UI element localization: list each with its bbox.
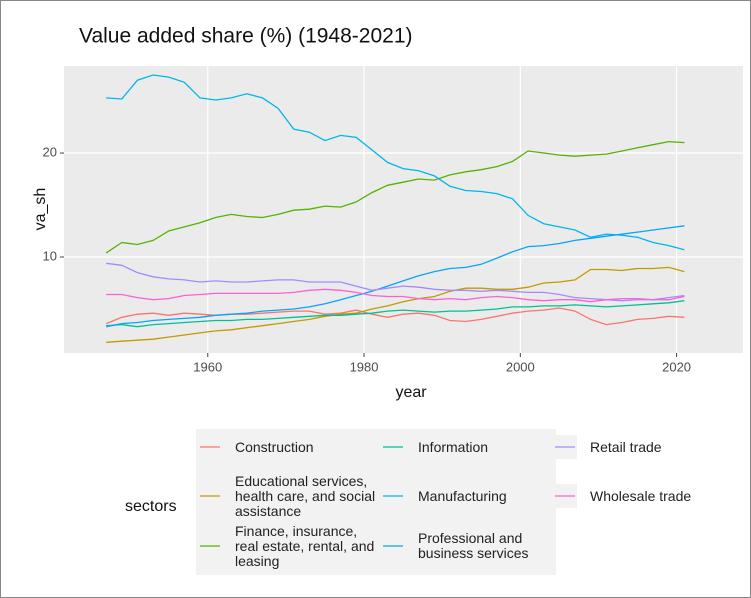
legend-label: Finance, insurance, real estate, rental,… bbox=[235, 522, 375, 569]
y-axis-label: va_sh bbox=[32, 188, 49, 231]
legend-key-bg bbox=[196, 429, 556, 575]
chart-title: Value added share (%) (1948-2021) bbox=[79, 25, 413, 48]
series-line bbox=[106, 266, 685, 343]
legend-label: Professional and business services bbox=[418, 530, 529, 561]
legend-label: Wholesale trade bbox=[590, 487, 692, 504]
series-line bbox=[106, 262, 685, 302]
series-line bbox=[106, 300, 685, 328]
series-line bbox=[105, 307, 685, 326]
x-tick-label: 1960 bbox=[193, 359, 222, 374]
legend-label: Educational services, health care, and s… bbox=[235, 472, 376, 519]
x-tick-label: 2000 bbox=[506, 359, 535, 374]
series-line bbox=[106, 74, 685, 251]
legend-label: Retail trade bbox=[590, 438, 662, 455]
legend-title: sectors bbox=[125, 498, 177, 515]
legend-label: Manufacturing bbox=[418, 487, 507, 504]
y-tick-label: 10 bbox=[43, 248, 57, 263]
x-axis-label: year bbox=[395, 384, 427, 401]
series-line bbox=[106, 288, 685, 303]
legend-label: Information bbox=[418, 438, 489, 455]
y-tick-label: 20 bbox=[43, 144, 57, 159]
legend-label: Construction bbox=[235, 438, 314, 455]
series-line bbox=[105, 140, 685, 254]
x-tick-label: 2020 bbox=[662, 359, 691, 374]
series-line bbox=[106, 225, 685, 328]
x-tick-label: 1980 bbox=[350, 359, 379, 374]
